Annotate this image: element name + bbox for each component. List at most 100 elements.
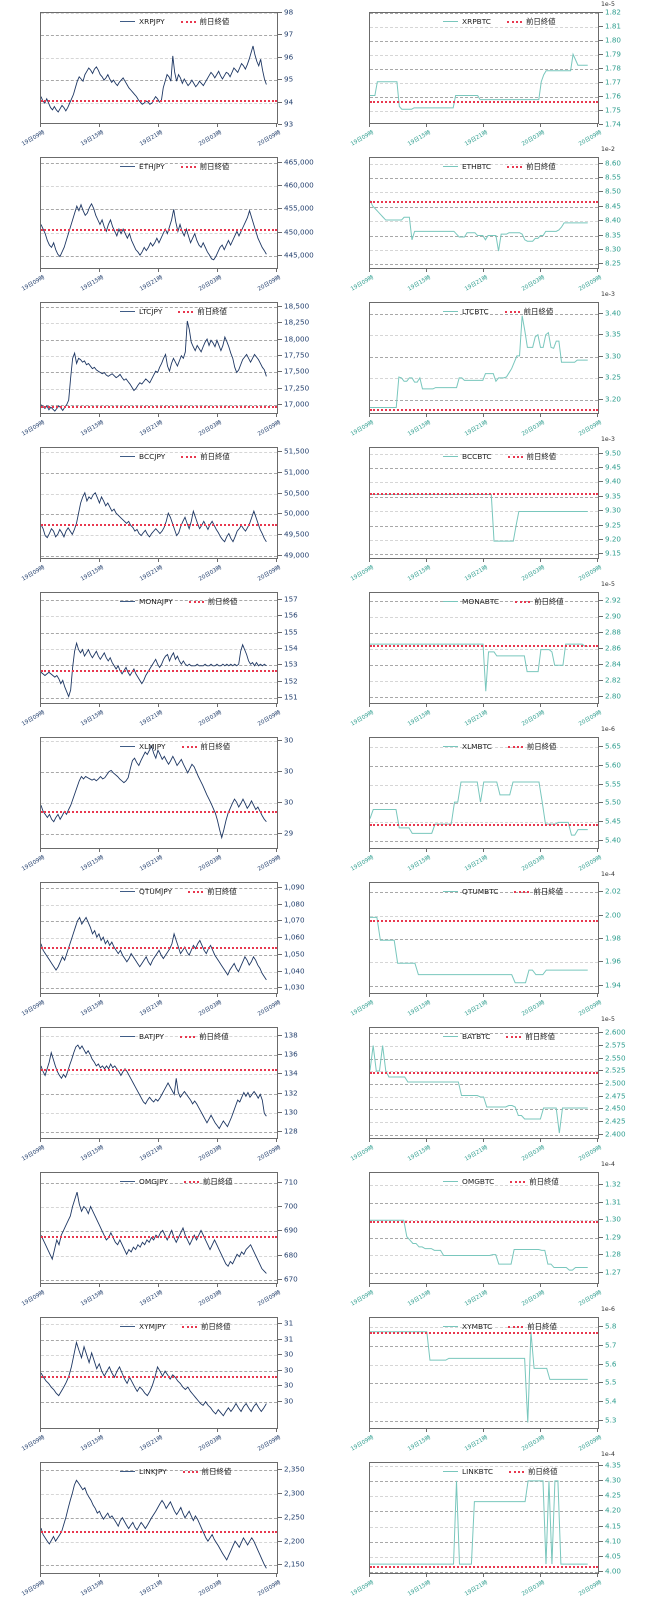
- y-axis-tick: [278, 1469, 282, 1471]
- y-axis-tick: [278, 471, 282, 473]
- y-axis-tick: [278, 492, 282, 494]
- legend-prevclose-swatch: [508, 1325, 524, 1328]
- y-axis-tick-label: 9.20: [605, 534, 622, 544]
- y-axis-tick-label: 670: [284, 1274, 298, 1284]
- legend-prevclose-swatch: [504, 310, 520, 313]
- y-axis-tick: [278, 1230, 282, 1232]
- y-axis-tick-label: 50,500: [284, 488, 310, 498]
- previous-close-line: [41, 1375, 277, 1378]
- gridline: [370, 206, 598, 208]
- y-axis-tick: [278, 101, 282, 103]
- y-axis-tick: [599, 1510, 603, 1512]
- price-series-line: [41, 448, 277, 558]
- y-axis-tick-label: 30: [284, 766, 294, 776]
- y-axis-tick-label: 2.02: [605, 886, 622, 896]
- x-axis-tick: [369, 559, 370, 562]
- gridline: [370, 264, 598, 266]
- x-axis-tick: [540, 849, 541, 852]
- gridline: [370, 1556, 598, 1558]
- price-series-line: [41, 1463, 277, 1573]
- chart-panel-xlmjpy: 29 30 30 30 XLMJPY 前日終値 19日09時 19日15時 19日21時 20日0…: [0, 725, 323, 873]
- y-axis-tick: [599, 220, 603, 222]
- y-axis-tick-label: 49,000: [284, 550, 310, 560]
- gridline: [41, 834, 277, 836]
- previous-close-line: [370, 1221, 598, 1224]
- legend-series-label: OMGJPY: [139, 1177, 168, 1186]
- previous-close-line: [41, 1531, 277, 1534]
- gridline: [370, 496, 598, 498]
- y-axis-exponent-label: 1e-3: [601, 291, 615, 298]
- legend-prevclose-label: 前日終値: [526, 162, 556, 171]
- y-axis-tick: [599, 1480, 603, 1482]
- x-axis-tick: [540, 559, 541, 562]
- y-axis-tick: [278, 987, 282, 989]
- price-series-line: [41, 593, 277, 703]
- previous-close-line: [41, 100, 277, 103]
- gridline: [370, 1220, 598, 1222]
- legend-prevclose-label: 前日終値: [201, 1467, 232, 1476]
- legend-series-label: BATBTC: [462, 1032, 491, 1041]
- gridline: [41, 904, 277, 906]
- gridline: [370, 1346, 598, 1347]
- chart-panel-omgbtc: 1.27 1.28 1.29 1.30 1.31 1.32 1e-4 OMGBTC 前日終値 19…: [323, 1160, 646, 1308]
- legend-prevclose-swatch: [188, 890, 204, 893]
- y-axis-tick: [599, 312, 603, 314]
- price-series-line: [370, 1318, 598, 1428]
- y-axis-tick: [599, 377, 603, 379]
- y-axis-tick: [599, 600, 603, 601]
- previous-close-line: [41, 946, 277, 949]
- y-axis-tick-label: 1.30: [605, 1214, 622, 1224]
- y-axis-tick: [599, 467, 603, 469]
- y-axis-tick: [278, 322, 282, 324]
- gridline: [370, 1084, 598, 1085]
- y-axis-tick: [599, 1401, 603, 1402]
- legend-prevclose-swatch: [515, 600, 531, 603]
- legend-prevclose-swatch: [510, 1180, 526, 1183]
- legend-series-label: LINKBTC: [462, 1467, 493, 1476]
- gridline: [370, 83, 598, 84]
- y-axis-tick-label: 2.525: [605, 1065, 626, 1075]
- y-axis-tick: [278, 513, 282, 515]
- previous-close-line: [41, 1068, 277, 1071]
- y-axis-tick: [278, 970, 282, 972]
- y-axis-tick: [599, 1555, 603, 1557]
- gridline: [370, 378, 598, 380]
- x-axis-tick: [597, 1139, 598, 1142]
- y-axis-tick: [278, 534, 282, 536]
- y-axis-exponent-label: 1e-3: [601, 436, 615, 443]
- gridline: [41, 1370, 277, 1372]
- x-axis-tick: [369, 269, 370, 272]
- y-axis-tick: [599, 355, 603, 357]
- legend-series-swatch: [120, 311, 135, 312]
- legend-prevclose-label: 前日終値: [526, 742, 557, 751]
- legend-series-label: QTUMBTC: [462, 887, 499, 896]
- x-axis-tick: [276, 1139, 277, 1142]
- plot-area-xrpbtc: [369, 12, 599, 124]
- legend: LTCBTC 前日終値: [443, 306, 553, 317]
- y-axis-tick: [278, 255, 282, 256]
- y-axis-tick-label: 5.4: [605, 1396, 617, 1406]
- x-axis-tick: [597, 269, 598, 272]
- y-axis-tick: [599, 398, 603, 400]
- y-axis-tick: [278, 554, 282, 556]
- previous-close-line: [370, 409, 598, 412]
- gridline: [41, 35, 277, 37]
- gridline: [370, 747, 598, 749]
- gridline: [41, 388, 277, 390]
- plot-area-batbtc: [369, 1027, 599, 1139]
- x-axis-tick: [597, 1574, 598, 1577]
- y-axis-tick-label: 30: [284, 1396, 294, 1406]
- x-axis-tick: [99, 414, 100, 417]
- gridline: [370, 1420, 598, 1422]
- legend-prevclose-swatch: [507, 745, 523, 748]
- y-axis-tick-label: 1,030: [284, 982, 305, 992]
- y-axis-tick: [278, 802, 282, 804]
- y-axis-tick-label: 2.500: [605, 1078, 626, 1088]
- gridline: [370, 681, 598, 682]
- gridline: [370, 1237, 598, 1239]
- price-series-line: [41, 883, 277, 993]
- y-axis-tick-label: 130: [284, 1107, 298, 1117]
- legend: MONABTC 前日終値: [443, 596, 564, 607]
- y-axis-tick-label: 157: [284, 594, 298, 604]
- y-axis-tick-label: 9.35: [605, 491, 622, 501]
